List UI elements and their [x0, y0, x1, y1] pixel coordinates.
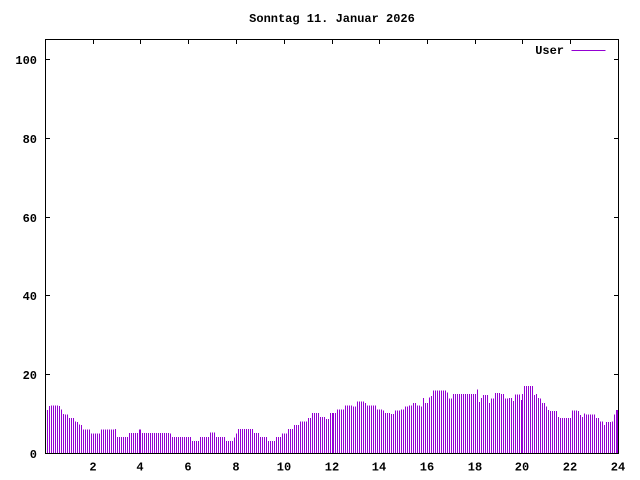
svg-text:24: 24 — [611, 461, 625, 475]
svg-text:14: 14 — [372, 461, 386, 475]
svg-text:18: 18 — [468, 461, 482, 475]
svg-text:Sonntag 11. Januar 2026: Sonntag 11. Januar 2026 — [249, 12, 415, 26]
svg-text:2: 2 — [89, 461, 96, 475]
svg-text:User: User — [535, 44, 564, 58]
svg-text:10: 10 — [277, 461, 291, 475]
svg-text:16: 16 — [420, 461, 434, 475]
svg-text:40: 40 — [23, 290, 37, 304]
svg-text:6: 6 — [184, 461, 191, 475]
svg-text:0: 0 — [30, 448, 37, 462]
svg-text:60: 60 — [23, 212, 37, 226]
svg-text:20: 20 — [515, 461, 529, 475]
svg-text:8: 8 — [232, 461, 239, 475]
svg-text:80: 80 — [23, 133, 37, 147]
svg-text:100: 100 — [15, 54, 37, 68]
svg-text:20: 20 — [23, 369, 37, 383]
svg-text:4: 4 — [136, 461, 143, 475]
svg-text:22: 22 — [563, 461, 577, 475]
svg-text:12: 12 — [325, 461, 339, 475]
